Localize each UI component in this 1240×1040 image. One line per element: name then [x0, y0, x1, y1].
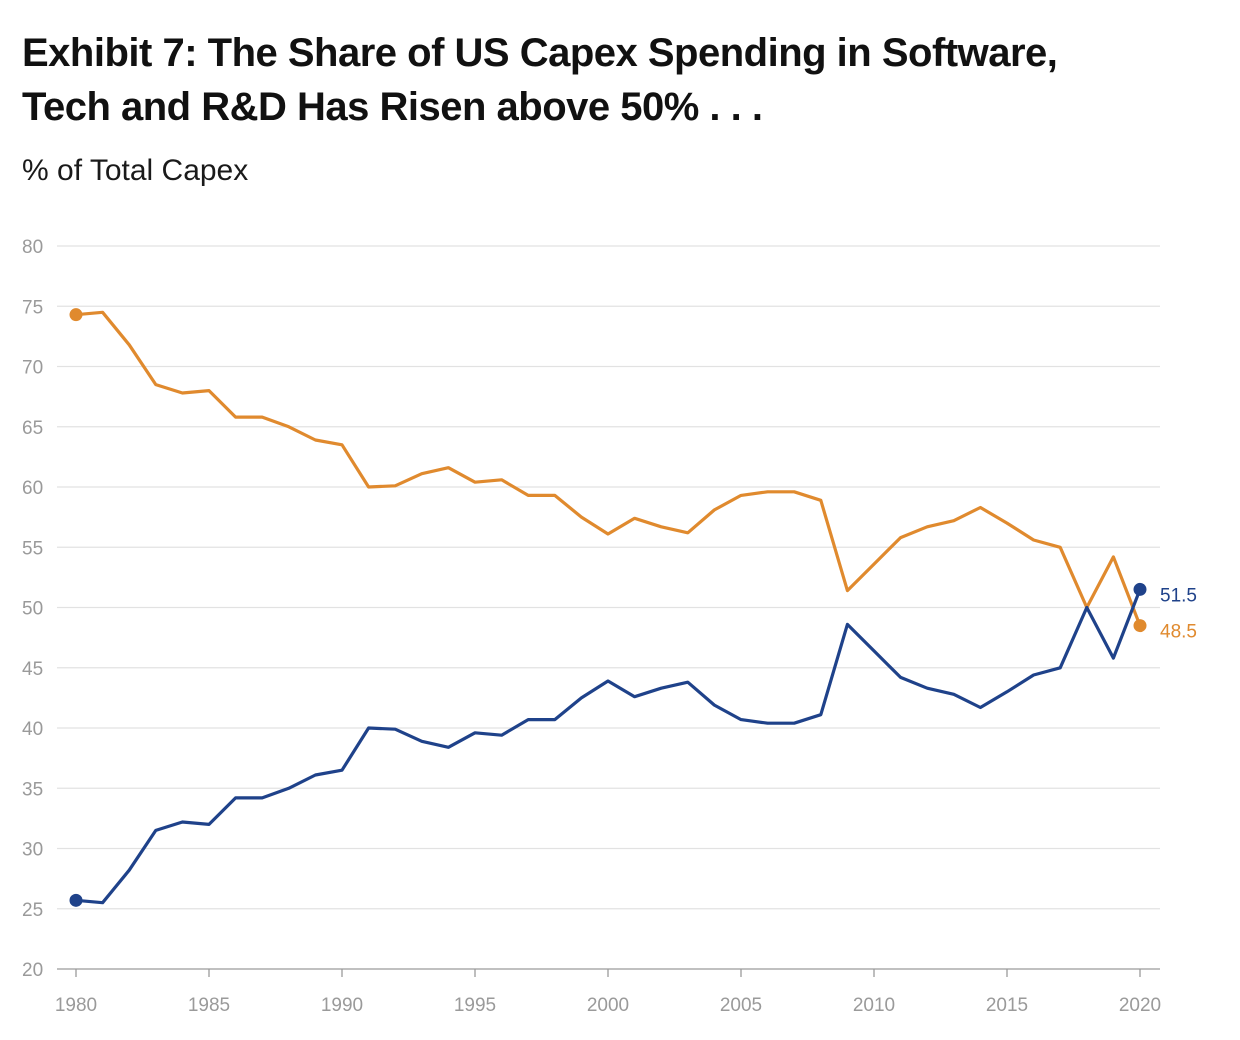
- x-tick-label: 1990: [321, 995, 363, 1016]
- series-0-end-point: [1133, 619, 1147, 633]
- series-0-end-label: 48.5: [1160, 622, 1197, 643]
- y-tick-label: 35: [22, 779, 43, 800]
- y-tick-label: 65: [22, 418, 43, 439]
- series-1-end-point: [1133, 582, 1147, 596]
- x-tick-label: 2015: [986, 995, 1028, 1016]
- series-markers: [69, 308, 1147, 907]
- series-line-0: [74, 310, 1142, 628]
- series-line-1: [74, 587, 1142, 905]
- chart-title-line-2: Tech and R&D Has Risen above 50% . . .: [22, 85, 763, 129]
- x-tick-label: 1985: [188, 995, 230, 1016]
- chart-title-line-1: Exhibit 7: The Share of US Capex Spendin…: [22, 31, 1058, 75]
- y-tick-label: 30: [22, 840, 43, 861]
- gridlines: [57, 245, 1160, 910]
- x-tick-label: 2000: [587, 995, 629, 1016]
- y-tick-label: 40: [22, 719, 43, 740]
- series-0-start-point: [69, 308, 83, 322]
- y-tick-label: 20: [22, 960, 43, 981]
- y-tick-label: 25: [22, 900, 43, 921]
- y-axis-label: % of Total Capex: [22, 154, 249, 187]
- series-lines: [74, 310, 1142, 905]
- series-1-start-point: [69, 893, 83, 907]
- axes: 20 25 30 35 40 45 50 55 60 65 70 75 80 1980 1985 1990 19…: [22, 237, 1161, 1016]
- x-tick-label: 1995: [454, 995, 496, 1016]
- data-labels: 48.5 51.5: [1160, 585, 1197, 642]
- y-tick-label: 60: [22, 478, 43, 499]
- x-tick-label: 2020: [1119, 995, 1161, 1016]
- y-tick-label: 55: [22, 538, 43, 559]
- x-tick-label: 2010: [853, 995, 895, 1016]
- x-tick-label: 2005: [720, 995, 762, 1016]
- y-tick-label: 70: [22, 358, 43, 379]
- y-tick-label: 45: [22, 659, 43, 680]
- y-tick-label: 75: [22, 297, 43, 318]
- y-tick-label: 80: [22, 237, 43, 258]
- y-tick-label: 50: [22, 599, 43, 620]
- x-tick-label: 1980: [55, 995, 97, 1016]
- series-1-end-label: 51.5: [1160, 585, 1197, 606]
- chart-title: Exhibit 7: The Share of US Capex Spendin…: [22, 26, 1202, 134]
